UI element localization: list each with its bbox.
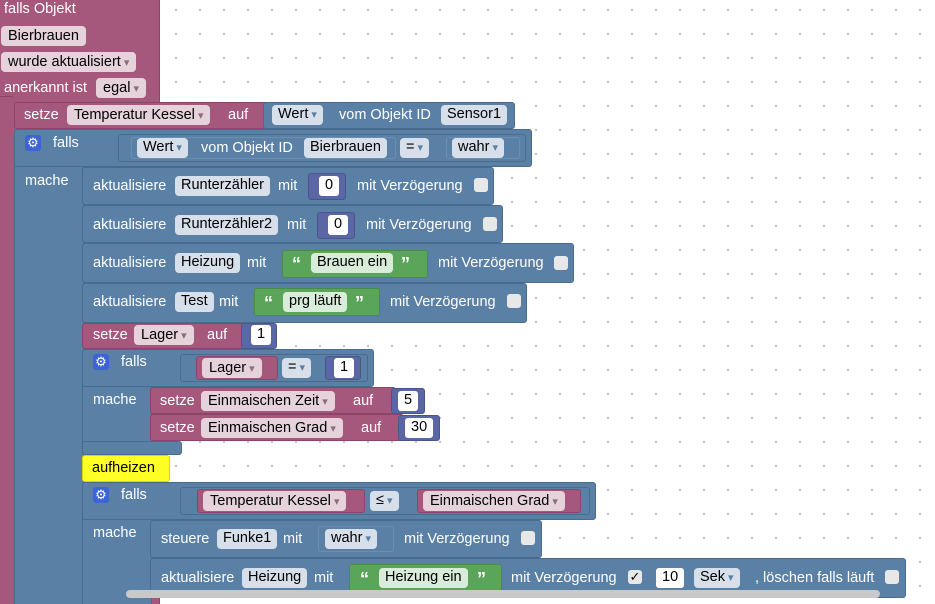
update-label-1: aktualisiere (93, 178, 167, 194)
update-delay-5: mit Verzögerung (511, 570, 617, 586)
trigger-object-field[interactable]: Bierbrauen (1, 26, 86, 46)
delay-time-field[interactable]: 10 (656, 568, 685, 588)
number-field-1[interactable]: 0 (319, 176, 340, 196)
trigger-block-body (0, 96, 14, 604)
set-lager-var-dropdown[interactable]: Lager (134, 325, 194, 345)
text-field-2[interactable]: prg läuft (283, 292, 348, 312)
if-block-1[interactable] (14, 129, 84, 604)
compare-operator-dropdown[interactable]: = (400, 138, 430, 158)
set-temp-auf-label: auf (228, 107, 249, 123)
if3-mache-label: mache (93, 525, 137, 541)
number-field-5[interactable]: 5 (398, 391, 419, 411)
set-lager-label: setze (93, 327, 128, 343)
update-target-1[interactable]: Runterzähler (175, 176, 271, 196)
update-mit-3: mit (247, 255, 267, 271)
get-value-dropdown[interactable]: Wert (272, 105, 323, 125)
update-delay-3: mit Verzögerung (438, 255, 544, 271)
delay-unit-dropdown[interactable]: Sek (694, 568, 740, 588)
trigger-event-dropdown[interactable]: wurde aktualisiert (1, 52, 137, 72)
number-field-2[interactable]: 0 (328, 215, 349, 235)
trigger-label: falls Objekt (4, 1, 76, 17)
if-block-2-footer (82, 441, 182, 455)
set-temp-var-dropdown[interactable]: Temperatur Kessel (67, 105, 211, 125)
number-field-4[interactable]: 1 (334, 358, 355, 378)
delay-checkbox-2[interactable] (483, 217, 497, 231)
horizontal-scrollbar[interactable] (126, 590, 880, 598)
update-mit-4: mit (219, 294, 239, 310)
number-field-6[interactable]: 30 (405, 418, 434, 438)
delay-checkbox-5[interactable] (521, 531, 535, 545)
get-temp-dropdown[interactable]: Temperatur Kessel (203, 491, 347, 511)
quote-close-icon: ” (355, 293, 364, 313)
bool-dropdown[interactable]: wahr (452, 138, 505, 158)
control-delay: mit Verzögerung (404, 531, 510, 547)
update-target-3[interactable]: Heizung (175, 253, 241, 273)
update-label-3: aktualisiere (93, 255, 167, 271)
update-target-2[interactable]: Runterzähler2 (175, 215, 279, 235)
update-delay-1: mit Verzögerung (357, 178, 463, 194)
control-label: steuere (161, 531, 210, 547)
compare-operator-dropdown-3[interactable]: ≤ (370, 491, 399, 511)
quote-close-icon: ” (477, 569, 486, 589)
quote-open-icon: “ (292, 254, 301, 274)
get-value-label: vom Objekt ID (339, 107, 431, 123)
update-label-2: aktualisiere (93, 217, 167, 233)
comment-block[interactable] (82, 455, 170, 482)
quote-open-icon: “ (360, 569, 369, 589)
update-mit-2: mit (287, 217, 307, 233)
delay-checkbox-6[interactable]: ✓ (628, 569, 642, 584)
delay-checkbox-4[interactable] (507, 294, 521, 308)
get-value-object-field-2[interactable]: Bierbrauen (304, 138, 387, 158)
set-temp-label: setze (24, 107, 59, 123)
text-field-3[interactable]: Heizung ein (379, 568, 468, 588)
ack-dropdown[interactable]: egal (96, 78, 146, 98)
if1-falls-label: falls (53, 135, 79, 151)
update-label-5: aktualisiere (161, 570, 235, 586)
get-value-dropdown-2[interactable]: Wert (137, 138, 188, 158)
update-delay-4: mit Verzögerung (390, 294, 496, 310)
gear-icon[interactable]: ⚙ (25, 135, 41, 151)
cancel-label: , löschen falls läuft (755, 570, 875, 586)
set-zeit-var-dropdown[interactable]: Einmaischen Zeit (201, 391, 335, 411)
bool-dropdown-2[interactable]: wahr (325, 529, 378, 549)
if3-falls-label: falls (121, 487, 147, 503)
update-target-4[interactable]: Test (175, 292, 214, 312)
update-label-4: aktualisiere (93, 294, 167, 310)
ack-label: anerkannt ist (4, 80, 88, 96)
set-zeit-label: setze (160, 393, 195, 409)
get-grad-dropdown[interactable]: Einmaischen Grad (423, 491, 565, 511)
update-block-2[interactable] (82, 205, 503, 243)
set-grad-var-dropdown[interactable]: Einmaischen Grad (201, 418, 343, 438)
comment-text: aufheizen (92, 460, 155, 476)
cancel-checkbox[interactable] (885, 570, 899, 584)
update-block-1[interactable] (82, 167, 494, 205)
update-mit-1: mit (278, 178, 298, 194)
compare-operator-dropdown-2[interactable]: = (282, 358, 312, 378)
get-lager-dropdown[interactable]: Lager (202, 358, 262, 378)
set-grad-label: setze (160, 420, 195, 436)
update-mit-5: mit (314, 570, 334, 586)
control-target[interactable]: Funke1 (217, 529, 278, 549)
if2-mache-label: mache (93, 392, 137, 408)
update-delay-2: mit Verzögerung (366, 217, 472, 233)
if1-mache-label: mache (25, 173, 69, 189)
quote-open-icon: “ (264, 293, 273, 313)
gear-icon[interactable]: ⚙ (93, 487, 109, 503)
delay-checkbox-1[interactable] (474, 178, 488, 192)
gear-icon[interactable]: ⚙ (93, 354, 109, 370)
control-mit: mit (283, 531, 303, 547)
delay-checkbox-3[interactable] (554, 256, 568, 270)
number-field-3[interactable]: 1 (251, 325, 272, 345)
get-value-object-field[interactable]: Sensor1 (441, 105, 508, 125)
set-zeit-auf-label: auf (353, 393, 374, 409)
get-value-label-2: vom Objekt ID (201, 140, 293, 156)
text-field-1[interactable]: Brauen ein (311, 253, 394, 273)
set-lager-auf-label: auf (207, 327, 228, 343)
set-grad-auf-label: auf (361, 420, 382, 436)
update-target-5[interactable]: Heizung (242, 568, 308, 588)
if2-falls-label: falls (121, 354, 147, 370)
quote-close-icon: ” (401, 254, 410, 274)
